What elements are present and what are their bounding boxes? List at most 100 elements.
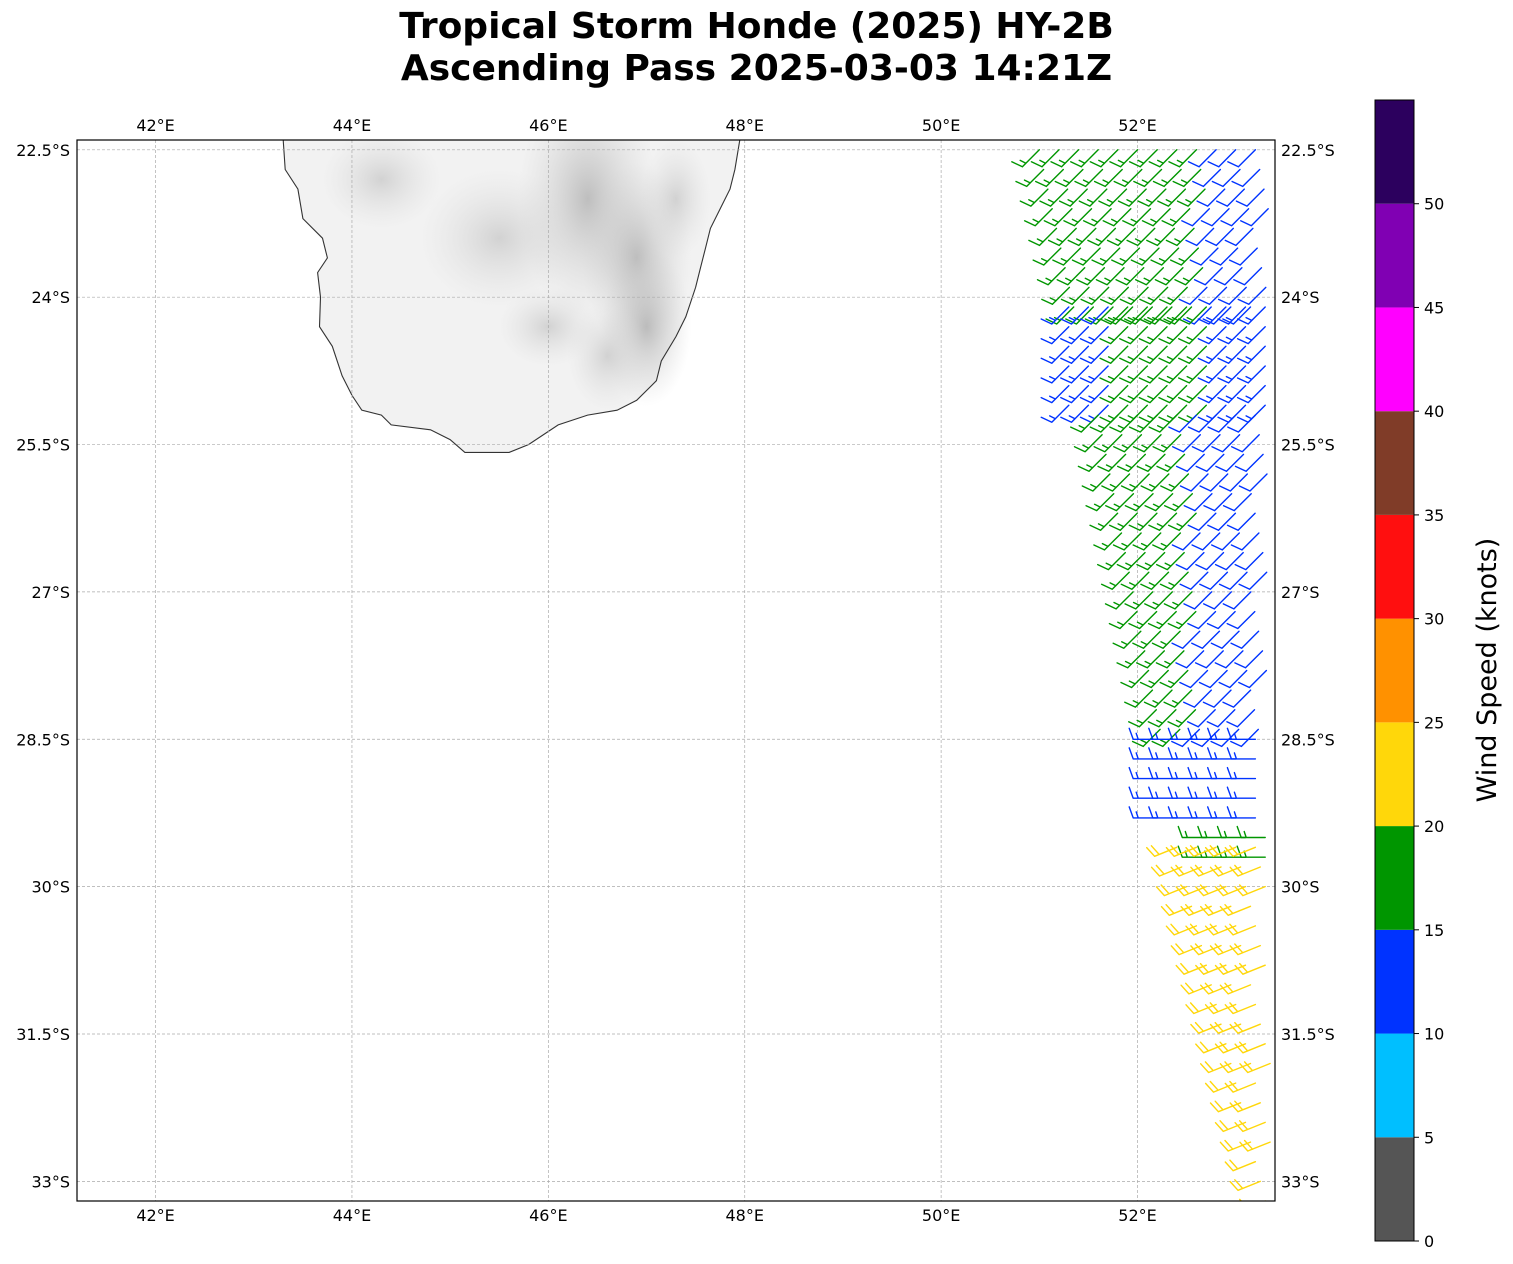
wind-barb	[1175, 650, 1205, 669]
wind-barb	[1195, 453, 1225, 472]
wind-barb	[1074, 168, 1104, 188]
wind-barb	[1207, 149, 1237, 168]
wind-barb	[1113, 434, 1143, 453]
wind-barb	[1234, 1041, 1266, 1054]
wind-barb	[1019, 188, 1049, 207]
wind-barb	[1238, 473, 1268, 492]
wind-barb	[1211, 168, 1241, 188]
colorbar-bin	[1375, 826, 1414, 930]
lat-tick-label: 22.5°S	[16, 141, 70, 160]
wind-barb	[1071, 247, 1101, 266]
wind-barb	[1133, 168, 1163, 188]
wind-barb	[1085, 493, 1115, 512]
wind-barb	[1156, 551, 1185, 571]
colorbar: 0 5 10 15 20 25 30 35 40 45 50 Wind Speed (knots)	[1374, 99, 1503, 1251]
wind-barb	[1108, 512, 1138, 531]
wind-barb	[1054, 168, 1084, 188]
wind-barb	[1171, 630, 1201, 649]
wind-barb	[1079, 345, 1109, 364]
wind-barb	[1106, 227, 1136, 247]
wind-barb	[1040, 326, 1070, 345]
wind-barb	[1167, 512, 1197, 531]
wind-barb	[1148, 414, 1178, 433]
wind-barb	[1215, 453, 1245, 472]
wind-barb	[1105, 493, 1135, 512]
colorbar-bin	[1375, 307, 1414, 412]
wind-barb	[1156, 453, 1186, 472]
wind-barb	[1235, 188, 1265, 207]
wind-barb	[1097, 551, 1126, 571]
wind-barb	[1116, 551, 1146, 571]
lon-tick-label: 44°E	[333, 116, 371, 135]
wind-barb	[1239, 1139, 1271, 1152]
wind-barb	[1178, 286, 1208, 305]
wind-barb	[1050, 149, 1080, 168]
wind-barb	[1229, 943, 1261, 956]
wind-barb	[1119, 326, 1148, 345]
wind-barb	[1143, 689, 1173, 708]
wind-barb	[1224, 845, 1257, 857]
wind-barb	[1099, 306, 1129, 325]
longitude-labels-top: 42°E 44°E 46°E 48°E 50°E 52°E	[136, 116, 1156, 135]
wind-barb	[1178, 365, 1207, 384]
wind-barb	[1040, 404, 1070, 423]
wind-barbs	[1011, 149, 1271, 1201]
wind-barb	[1178, 345, 1207, 364]
lat-tick-label: 27°S	[1281, 583, 1320, 602]
lon-tick-label: 42°E	[136, 1206, 174, 1225]
wind-barb	[1191, 630, 1221, 649]
wind-barb	[1197, 326, 1227, 345]
wind-barb	[1113, 168, 1143, 188]
wind-barb	[1158, 306, 1188, 325]
colorbar-bin	[1375, 722, 1414, 827]
lat-tick-label: 24°S	[1281, 288, 1320, 307]
wind-barb	[1176, 188, 1206, 207]
wind-barb	[1101, 473, 1131, 492]
wind-barb	[1167, 610, 1197, 630]
wind-barb	[1040, 365, 1070, 384]
wind-barb	[1200, 208, 1230, 227]
wind-barb	[1079, 326, 1109, 345]
wind-barb	[1217, 365, 1247, 384]
wind-barb	[1234, 551, 1264, 571]
wind-barb	[1112, 532, 1142, 551]
wind-barb	[1138, 384, 1168, 404]
wind-barb	[1060, 286, 1090, 305]
lon-tick-label: 48°E	[726, 116, 764, 135]
wind-barb	[1175, 551, 1205, 571]
colorbar-frame	[1374, 99, 1415, 1242]
wind-barb	[1197, 345, 1227, 364]
wind-barb	[1192, 168, 1222, 188]
wind-barb	[1098, 188, 1128, 207]
wind-barb	[1227, 414, 1257, 433]
colorbar-bin	[1375, 203, 1414, 308]
longitude-labels-bottom: 42°E 44°E 46°E 48°E 50°E 52°E	[136, 1206, 1156, 1225]
wind-barb	[1179, 473, 1209, 492]
wind-barb	[1060, 326, 1090, 345]
colorbar-tick-label: 45	[1424, 298, 1444, 317]
wind-barb	[1112, 630, 1142, 649]
wind-barb	[1237, 286, 1267, 305]
wind-barb	[1077, 453, 1107, 472]
colorbar-bin	[1375, 100, 1414, 204]
lat-tick-label: 27°S	[31, 583, 70, 602]
wind-barb	[1130, 247, 1160, 266]
wind-barb	[1233, 267, 1263, 286]
wind-barb	[1093, 532, 1123, 551]
wind-barb	[1199, 571, 1229, 590]
wind-barb	[1187, 149, 1217, 168]
wind-barb	[1117, 188, 1147, 207]
wind-barb	[1220, 208, 1250, 227]
wind-barb	[1080, 286, 1110, 305]
wind-barb	[1067, 227, 1097, 247]
wind-barb	[1032, 247, 1062, 266]
colorbar-label: Wind Speed (knots)	[1472, 538, 1503, 803]
wind-barb	[1236, 345, 1266, 364]
wind-barb	[1109, 149, 1139, 168]
wind-barb	[1102, 208, 1132, 227]
wind-barb	[1218, 571, 1248, 590]
wind-barb	[1226, 786, 1257, 799]
wind-barb	[1187, 414, 1217, 433]
wind-barb	[1060, 345, 1090, 364]
wind-barb	[1040, 384, 1070, 404]
